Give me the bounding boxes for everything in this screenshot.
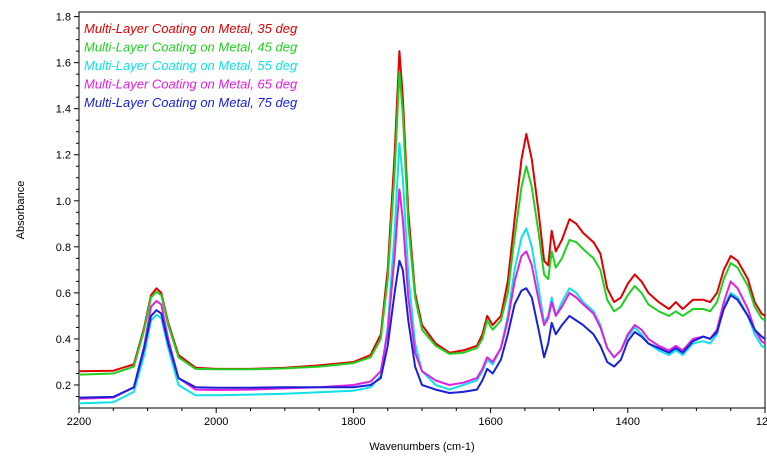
x-tick-label: 1600: [478, 416, 502, 428]
y-tick-label: 1.6: [56, 58, 71, 70]
ticks-layer: 2200 2000 1800 1600 1400 120 0.2 0.4 0.6 0.8 1.0 1.…: [56, 12, 767, 428]
legend-entry-2: Multi-Layer Coating on Metal, 45 deg: [84, 40, 298, 55]
series-line-3: [79, 142, 765, 405]
x-tick-label: 2200: [67, 416, 91, 428]
plot-border: [78, 11, 766, 409]
legend-entry-1: Multi-Layer Coating on Metal, 35 deg: [84, 21, 298, 36]
x-tick-label: 1800: [341, 416, 365, 428]
legend-entry-4: Multi-Layer Coating on Metal, 65 deg: [84, 77, 298, 92]
x-tick-label: 120: [756, 416, 767, 428]
y-tick-label: 0.2: [56, 380, 71, 392]
y-tick-label: 1.4: [56, 104, 71, 116]
legend: Multi-Layer Coating on Metal, 35 deg Mult…: [84, 21, 298, 110]
y-tick-label: 1.8: [56, 12, 71, 24]
legend-entry-5: Multi-Layer Coating on Metal, 75 deg: [84, 95, 298, 110]
y-axis-title: Absorbance: [15, 181, 27, 240]
series-line-2: [79, 70, 765, 376]
y-tick-label: 0.6: [56, 288, 71, 300]
plot-frame: [78, 11, 766, 409]
y-tick-label: 0.8: [56, 242, 71, 254]
series-line-5: [79, 259, 765, 399]
y-tick-label: 0.4: [56, 334, 71, 346]
x-tick-label: 2000: [204, 416, 228, 428]
x-tick-label: 1400: [616, 416, 640, 428]
x-axis-title: Wavenumbers (cm-1): [369, 441, 474, 453]
series-line-4: [79, 188, 765, 400]
y-tick-label: 1.0: [56, 196, 71, 208]
series-layer: [79, 50, 765, 405]
y-tick-label: 1.2: [56, 150, 71, 162]
legend-entry-3: Multi-Layer Coating on Metal, 55 deg: [84, 58, 298, 73]
